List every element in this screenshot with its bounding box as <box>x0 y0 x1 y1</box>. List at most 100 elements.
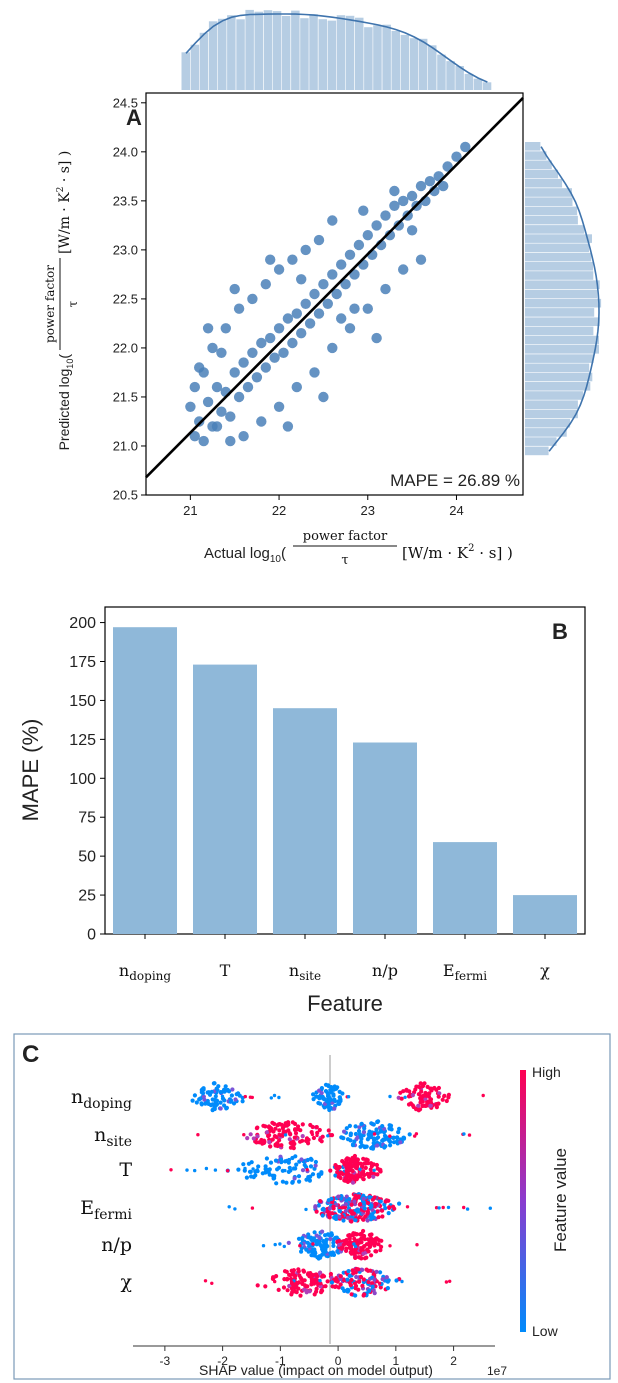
y-tick-label: 200 <box>69 615 96 632</box>
swarm-dot <box>311 1236 316 1241</box>
histogram-bar <box>355 17 364 91</box>
swarm-dot <box>446 1205 451 1210</box>
swarm-dot <box>364 1144 369 1149</box>
swarm-dot <box>284 1269 289 1274</box>
histogram-bar <box>272 11 282 91</box>
swarm-dot <box>230 1087 235 1092</box>
panel-b-label: B <box>552 619 568 644</box>
swarm-dot <box>352 1176 357 1181</box>
scatter-point <box>442 161 453 172</box>
histogram-bar <box>525 326 594 336</box>
swarm-dot <box>312 1230 317 1235</box>
swarm-dot <box>338 1175 343 1181</box>
swarm-dot <box>332 1098 337 1103</box>
swarm-dot <box>422 1081 427 1086</box>
swarm-dot <box>362 1126 367 1131</box>
histogram-bar <box>525 234 592 243</box>
swarm-dot <box>277 1128 282 1133</box>
scatter-point <box>309 288 320 300</box>
swarm-dot <box>413 1087 418 1092</box>
histogram-bar <box>525 206 578 216</box>
histogram-bar <box>525 382 591 391</box>
swarm-dot <box>322 1244 327 1250</box>
histogram-bar <box>525 178 563 188</box>
swarm-dot <box>385 1286 390 1291</box>
histogram-bar <box>391 30 400 90</box>
panel-a-frame <box>145 92 524 496</box>
swarm-dot <box>395 1135 400 1140</box>
swarm-dot <box>297 1273 302 1278</box>
swarm-dot <box>378 1169 382 1173</box>
swarm-dot <box>211 1081 216 1086</box>
panel-a: 21 22 23 2420.521.021.522.022.523.023.524.0… <box>43 9 602 568</box>
swarm-dot <box>387 1205 392 1210</box>
swarm-dot <box>427 1091 432 1096</box>
swarm-dot <box>307 1178 312 1183</box>
swarm-dot <box>332 1084 337 1089</box>
x-label-unit-exp: 2 <box>468 543 474 554</box>
swarm-dot <box>403 1095 407 1100</box>
swarm-dot <box>358 1274 364 1280</box>
histogram-bar <box>525 142 541 151</box>
swarm-dot <box>372 1240 377 1246</box>
swarm-dot <box>360 1283 365 1288</box>
swarm-dot <box>397 1201 402 1206</box>
feature-label: n/p <box>101 1234 132 1256</box>
swarm-dot <box>299 1249 304 1254</box>
swarm-dot <box>196 1133 200 1137</box>
swarm-dot <box>333 1216 338 1221</box>
colorbar-low-label: Low <box>532 1323 559 1339</box>
swarm-dot <box>277 1132 281 1137</box>
swarm-dot <box>364 1157 369 1162</box>
scatter-point <box>415 180 427 192</box>
scatter-point <box>340 279 351 290</box>
swarm-dot <box>300 1138 305 1143</box>
histogram-bar <box>455 66 464 90</box>
histogram-bar <box>525 345 599 354</box>
swarm-dot <box>374 1162 379 1168</box>
swarm-dot <box>209 1102 214 1107</box>
histogram-bar <box>190 44 200 90</box>
swarm-dot <box>368 1133 373 1138</box>
swarm-dot <box>223 1084 228 1089</box>
swarm-dot <box>331 1240 336 1245</box>
swarm-dot <box>375 1172 380 1177</box>
swarm-dot <box>436 1085 441 1091</box>
y-label-prefix: Predicted log <box>56 369 72 451</box>
scatter-point <box>216 406 227 417</box>
swarm-row <box>169 1153 383 1186</box>
x-tick-label: χ <box>540 961 550 980</box>
swarm-dot <box>434 1102 439 1107</box>
swarm-dot <box>345 1156 350 1161</box>
feature-label: χ <box>120 1271 132 1293</box>
swarm-dot <box>212 1104 217 1109</box>
scatter-point <box>269 352 280 363</box>
x-tick-label: -1 <box>275 1354 286 1368</box>
swarm-dot <box>413 1134 417 1138</box>
scatter-point <box>225 411 236 422</box>
histogram-bar <box>227 15 236 91</box>
scatter-point <box>198 435 209 447</box>
swarm-dot <box>320 1288 325 1293</box>
swarm-dot <box>340 1206 345 1210</box>
swarm-dot <box>377 1281 382 1285</box>
swarm-dot <box>318 1284 323 1289</box>
scatter-point <box>353 239 365 251</box>
swarm-dot <box>348 1233 353 1238</box>
histogram-bar <box>525 298 602 308</box>
y-tick-label: 50 <box>78 849 96 866</box>
swarm-dot <box>361 1196 366 1201</box>
swarm-dot <box>248 1132 253 1137</box>
swarm-dot <box>300 1122 305 1127</box>
swarm-dot <box>348 1173 353 1178</box>
swarm-dot <box>375 1131 380 1136</box>
y-tick-label: 21.5 <box>113 389 138 404</box>
swarm-dot <box>314 1286 319 1291</box>
histogram-bar <box>418 38 428 90</box>
scatter-point <box>256 416 267 427</box>
y-tick-label: 22.5 <box>113 291 138 306</box>
swarm-dot <box>204 1166 209 1171</box>
swarm-dot <box>442 1094 446 1099</box>
swarm-dot <box>293 1273 298 1279</box>
swarm-dot <box>367 1174 372 1179</box>
